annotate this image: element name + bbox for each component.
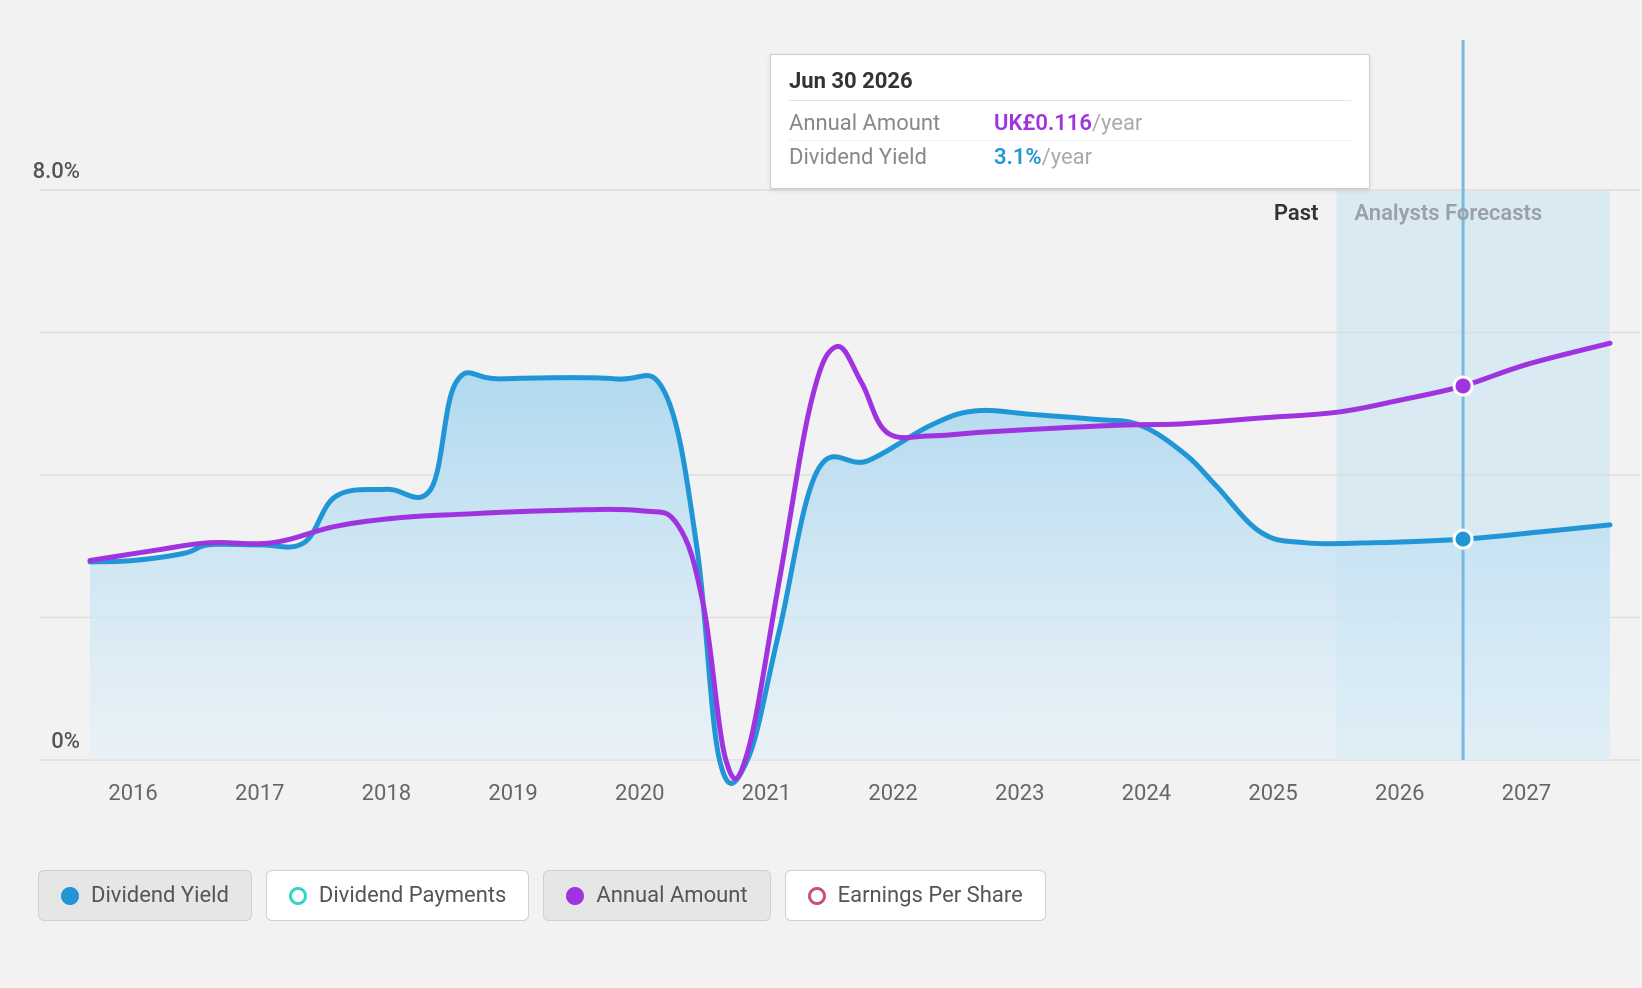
forecast-label: Analysts Forecasts [1354, 201, 1542, 226]
tooltip-row-value: UK£0.116/year [994, 111, 1142, 136]
x-tick-label: 2023 [995, 781, 1044, 806]
legend-label: Dividend Payments [319, 883, 507, 908]
x-tick-label: 2021 [742, 781, 791, 806]
x-tick-label: 2017 [235, 781, 284, 806]
x-tick-label: 2024 [1122, 781, 1171, 806]
x-tick-label: 2018 [362, 781, 411, 806]
legend-swatch-icon [808, 887, 826, 905]
chart-tooltip: Jun 30 2026 Annual Amount UK£0.116/year Di… [770, 54, 1370, 189]
legend-item-annual_amount[interactable]: Annual Amount [543, 870, 770, 921]
x-tick-label: 2027 [1502, 781, 1551, 806]
x-tick-label: 2022 [868, 781, 917, 806]
tooltip-row: Dividend Yield 3.1%/year [789, 141, 1351, 174]
y-tick-label: 8.0% [33, 159, 80, 184]
past-label: Past [1274, 201, 1319, 226]
legend-label: Earnings Per Share [838, 883, 1023, 908]
x-tick-label: 2020 [615, 781, 664, 806]
x-tick-label: 2025 [1248, 781, 1297, 806]
y-tick-label: 0% [51, 729, 80, 754]
legend-swatch-icon [566, 887, 584, 905]
annual_amount-marker [1454, 377, 1472, 395]
tooltip-row: Annual Amount UK£0.116/year [789, 107, 1351, 141]
tooltip-row-value: 3.1%/year [994, 145, 1092, 170]
x-tick-label: 2016 [108, 781, 157, 806]
legend-item-dividend_yield[interactable]: Dividend Yield [38, 870, 252, 921]
tooltip-row-label: Dividend Yield [789, 145, 954, 170]
dividend-chart: 0% 8.0% 2016 2017 2018 2019 2020 2021 2022 2023 20… [0, 0, 1642, 988]
legend-label: Annual Amount [596, 883, 747, 908]
legend-swatch-icon [289, 887, 307, 905]
legend-label: Dividend Yield [91, 883, 229, 908]
chart-legend: Dividend Yield Dividend Payments Annual Am… [38, 870, 1046, 921]
x-tick-label: 2019 [488, 781, 537, 806]
legend-item-eps[interactable]: Earnings Per Share [785, 870, 1046, 921]
legend-item-dividend_payments[interactable]: Dividend Payments [266, 870, 530, 921]
dividend_yield-marker [1454, 530, 1472, 548]
x-tick-label: 2026 [1375, 781, 1424, 806]
legend-swatch-icon [61, 887, 79, 905]
tooltip-row-label: Annual Amount [789, 111, 954, 136]
tooltip-title: Jun 30 2026 [789, 69, 1351, 101]
